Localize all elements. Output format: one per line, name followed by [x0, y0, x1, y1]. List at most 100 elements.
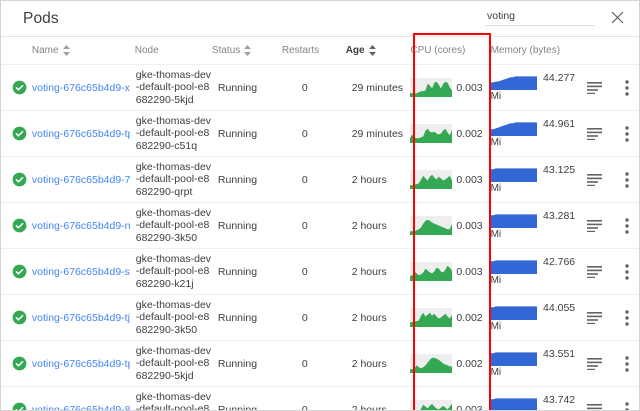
- search-input[interactable]: [485, 8, 595, 26]
- status-text: Running: [217, 173, 258, 186]
- age-value: 2 hours: [351, 403, 387, 411]
- sort-icon-active[interactable]: [368, 45, 376, 56]
- row-actions-button[interactable]: [614, 125, 639, 142]
- row-logs-cell: [575, 248, 615, 295]
- row-actions-button[interactable]: [614, 171, 639, 188]
- status-text: Running: [217, 357, 258, 370]
- col-name[interactable]: Name: [31, 37, 135, 65]
- col-name-label: Name: [31, 45, 59, 56]
- cpu-value: 0.003: [456, 403, 483, 411]
- cpu-sparkline: [410, 262, 453, 281]
- memory-value: 44.961: [543, 118, 576, 130]
- row-cpu-cell: 0.003: [405, 202, 485, 249]
- row-name-cell: voting-676c65b4d9-xs: [31, 64, 135, 111]
- table-row[interactable]: voting-676c65b4d9-nv gke-thomas-dev-defa…: [1, 202, 639, 249]
- close-icon[interactable]: [607, 7, 627, 27]
- col-memory: Memory (bytes): [484, 37, 576, 65]
- memory-sparkline: [490, 168, 538, 182]
- row-actions-button[interactable]: [614, 263, 639, 280]
- node-name: gke-thomas-dev-default-pool-e8682290-5kj…: [135, 344, 212, 382]
- logs-icon[interactable]: [587, 403, 603, 411]
- col-logs: [575, 37, 615, 65]
- row-memory-cell: 43.742 Mi: [484, 386, 576, 410]
- status-text: Running: [217, 81, 258, 94]
- sort-icon[interactable]: [244, 45, 252, 56]
- view-logs-button[interactable]: [575, 219, 614, 232]
- row-age-cell: 2 hours: [345, 340, 406, 387]
- memory-unit: Mi: [490, 183, 502, 194]
- col-node[interactable]: Node: [134, 37, 212, 65]
- view-logs-button[interactable]: [575, 127, 614, 140]
- logs-icon[interactable]: [587, 219, 603, 232]
- table-row[interactable]: voting-676c65b4d9-srl gke-thomas-dev-def…: [1, 248, 639, 295]
- logs-icon[interactable]: [587, 357, 603, 370]
- view-logs-button[interactable]: [575, 265, 614, 278]
- table-row[interactable]: voting-676c65b4d9-tpr gke-thomas-dev-def…: [1, 110, 639, 157]
- more-vert-icon[interactable]: [624, 171, 629, 188]
- row-status-cell: [1, 64, 32, 111]
- pod-name-link[interactable]: voting-676c65b4d9-72: [31, 173, 130, 186]
- sort-icon[interactable]: [62, 45, 70, 56]
- view-logs-button[interactable]: [575, 81, 614, 94]
- table-row[interactable]: voting-676c65b4d9-8f gke-thomas-dev-defa…: [1, 386, 639, 411]
- more-vert-icon[interactable]: [624, 125, 629, 142]
- logs-icon[interactable]: [587, 127, 603, 140]
- logs-icon[interactable]: [587, 173, 603, 186]
- more-vert-icon[interactable]: [624, 217, 629, 234]
- row-restarts-cell: 0: [281, 248, 346, 295]
- view-logs-button[interactable]: [575, 357, 614, 370]
- more-vert-icon[interactable]: [624, 401, 629, 411]
- pod-name-link[interactable]: voting-676c65b4d9-tpr: [31, 127, 130, 140]
- pod-name-link[interactable]: voting-676c65b4d9-nv: [31, 219, 130, 232]
- table-row[interactable]: voting-676c65b4d9-tpj gke-thomas-dev-def…: [1, 340, 639, 387]
- more-vert-icon[interactable]: [624, 79, 629, 96]
- more-vert-icon[interactable]: [624, 309, 629, 326]
- row-name-cell: voting-676c65b4d9-tpr: [31, 110, 135, 157]
- view-logs-button[interactable]: [575, 173, 614, 186]
- cpu-sparkline: [410, 170, 453, 189]
- row-actions-button[interactable]: [614, 309, 639, 326]
- table-row[interactable]: voting-676c65b4d9-tj6 gke-thomas-dev-def…: [1, 294, 639, 341]
- row-name-cell: voting-676c65b4d9-srl: [31, 248, 135, 295]
- check-circle-icon: [12, 264, 27, 279]
- col-restarts[interactable]: Restarts: [281, 37, 346, 65]
- row-status-text-cell: Running: [211, 64, 282, 111]
- age-value: 2 hours: [351, 265, 387, 278]
- row-restarts-cell: 0: [281, 110, 346, 157]
- pod-name-link[interactable]: voting-676c65b4d9-8f: [31, 403, 130, 411]
- panel-header: Pods: [1, 1, 639, 37]
- logs-icon[interactable]: [587, 265, 603, 278]
- table-row[interactable]: voting-676c65b4d9-xs gke-thomas-dev-defa…: [1, 64, 639, 111]
- row-status-text-cell: Running: [211, 110, 282, 157]
- row-actions-button[interactable]: [614, 79, 639, 96]
- pod-name-link[interactable]: voting-676c65b4d9-tpj: [31, 357, 130, 370]
- memory-unit: Mi: [490, 367, 502, 378]
- view-logs-button[interactable]: [575, 311, 614, 324]
- more-vert-icon[interactable]: [624, 263, 629, 280]
- restarts-value: 0: [301, 173, 308, 186]
- logs-icon[interactable]: [587, 311, 603, 324]
- search-area: [485, 7, 627, 27]
- row-memory-cell: 42.766 Mi: [484, 248, 576, 295]
- row-menu-cell: [614, 110, 639, 157]
- pod-name-link[interactable]: voting-676c65b4d9-tj6: [31, 311, 130, 324]
- more-vert-icon[interactable]: [624, 355, 629, 372]
- view-logs-button[interactable]: [575, 403, 614, 411]
- row-menu-cell: [614, 248, 639, 295]
- pod-name-link[interactable]: voting-676c65b4d9-srl: [31, 265, 130, 278]
- table-row[interactable]: voting-676c65b4d9-72 gke-thomas-dev-defa…: [1, 156, 639, 203]
- logs-icon[interactable]: [587, 81, 603, 94]
- row-status-cell: [1, 340, 32, 387]
- row-actions-button[interactable]: [614, 401, 639, 411]
- col-age[interactable]: Age: [345, 37, 406, 65]
- memory-unit: Mi: [490, 229, 502, 240]
- row-status-cell: [1, 294, 32, 341]
- restarts-value: 0: [301, 219, 308, 232]
- row-actions-button[interactable]: [614, 217, 639, 234]
- row-actions-button[interactable]: [614, 355, 639, 372]
- col-status[interactable]: Status: [211, 37, 282, 65]
- row-age-cell: 2 hours: [345, 202, 406, 249]
- col-restarts-label: Restarts: [281, 45, 320, 56]
- row-status-cell: [1, 248, 32, 295]
- pod-name-link[interactable]: voting-676c65b4d9-xs: [31, 81, 130, 94]
